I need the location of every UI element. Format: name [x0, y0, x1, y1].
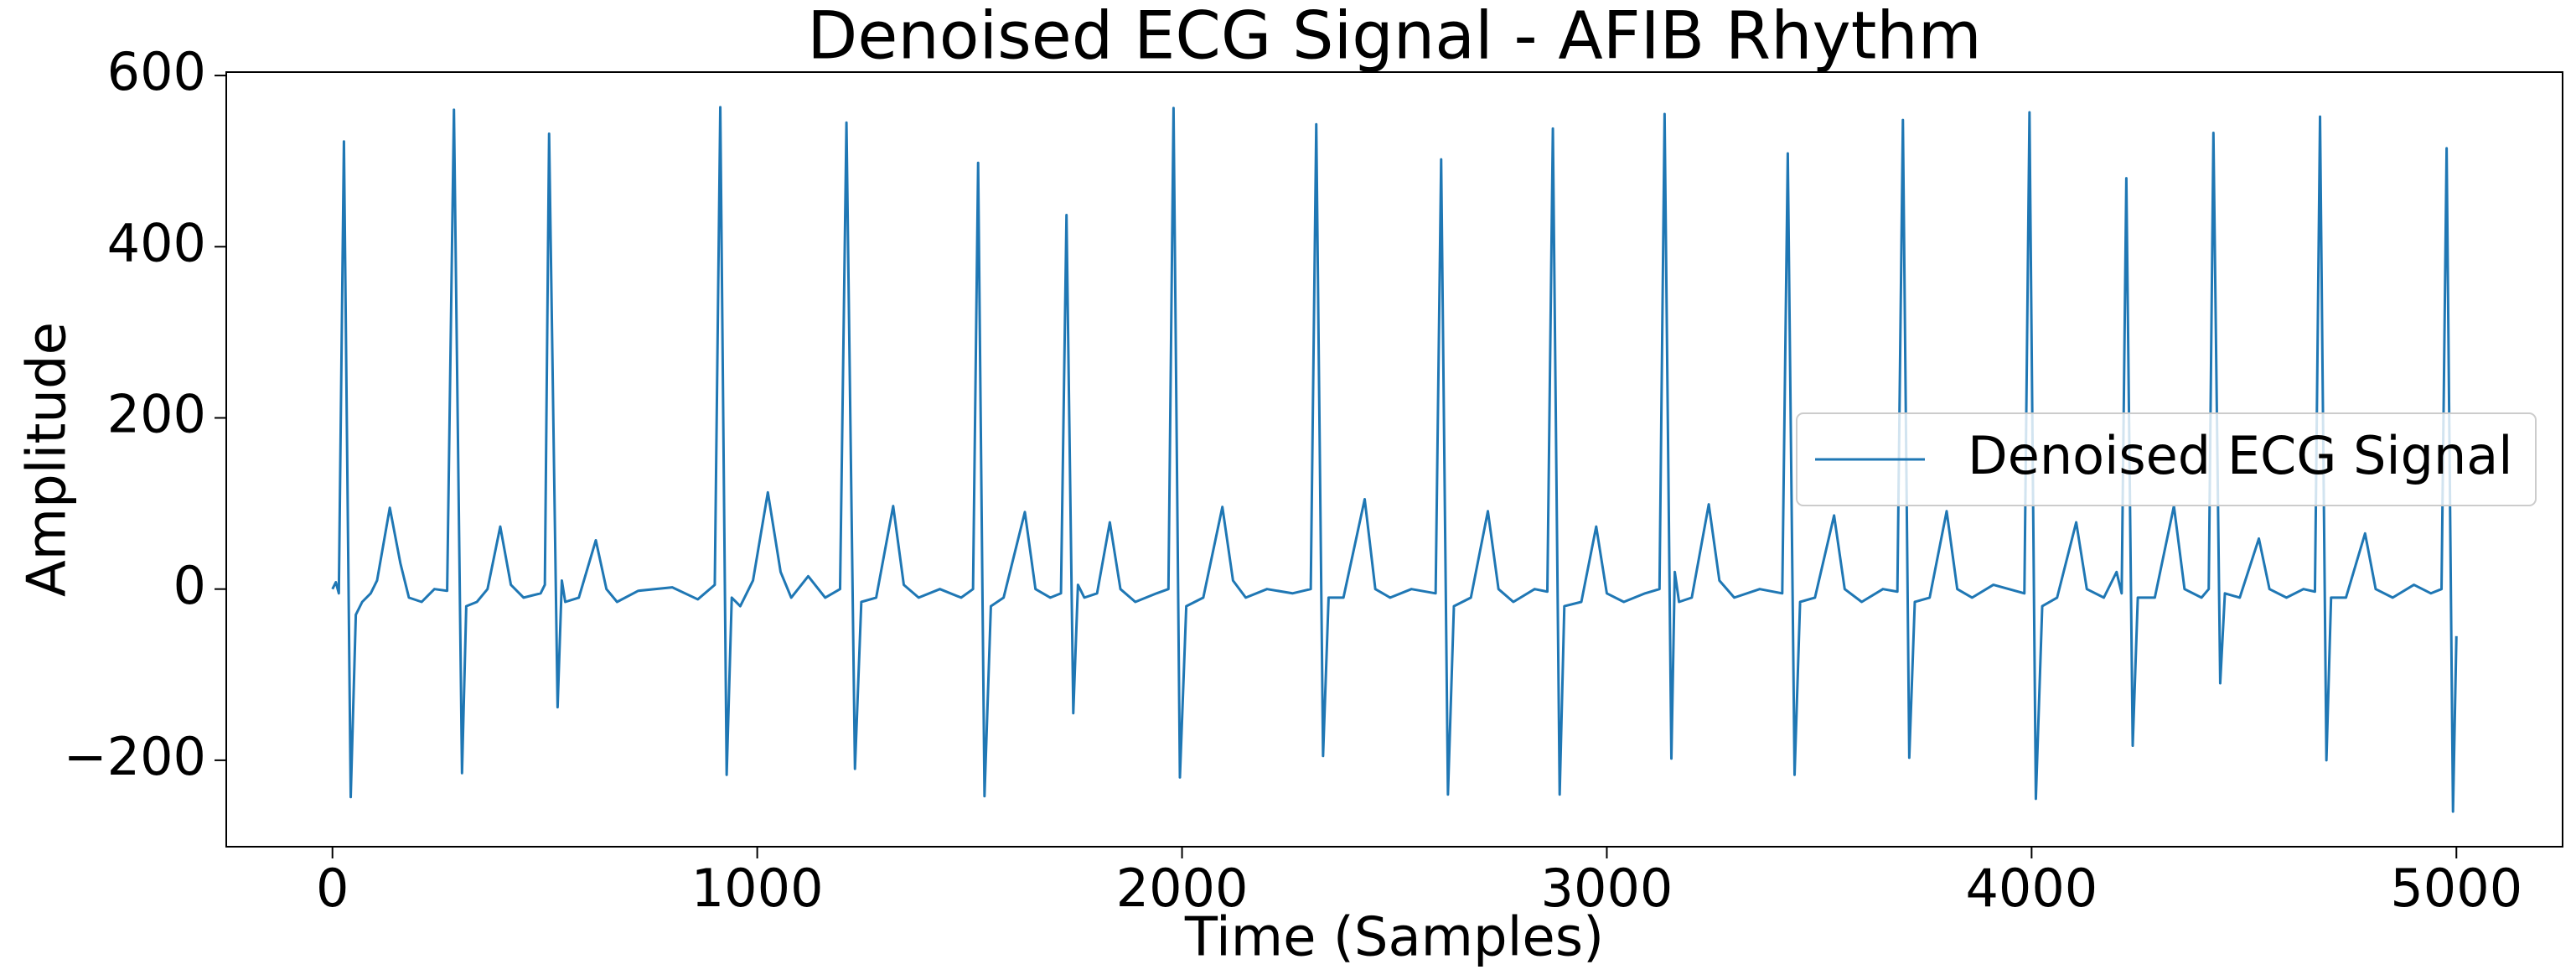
y-tick-label: 400 [107, 212, 206, 273]
x-tick-label: 2000 [1116, 858, 1249, 919]
y-tick-label: −200 [64, 726, 206, 787]
x-axis-label: Time (Samples) [1184, 907, 1604, 969]
y-tick-label: 200 [107, 384, 206, 445]
chart-title: Denoised ECG Signal - AFIB Rhythm [807, 0, 1981, 74]
x-tick-label: 1000 [691, 858, 824, 919]
x-tick-label: 4000 [1965, 858, 2098, 919]
legend-label: Denoised ECG Signal [1968, 425, 2513, 486]
legend: Denoised ECG Signal [1796, 412, 2537, 506]
y-axis-label: Amplitude [17, 322, 79, 597]
signal-line [331, 106, 2458, 813]
x-tick-label: 5000 [2390, 858, 2522, 919]
x-tick-label: 0 [316, 858, 349, 919]
y-tick-label: 600 [107, 41, 206, 102]
y-tick-label: 0 [173, 555, 206, 616]
legend-box [1796, 412, 2537, 506]
x-tick-label: 3000 [1541, 858, 1673, 919]
plot-frame [225, 71, 2563, 848]
